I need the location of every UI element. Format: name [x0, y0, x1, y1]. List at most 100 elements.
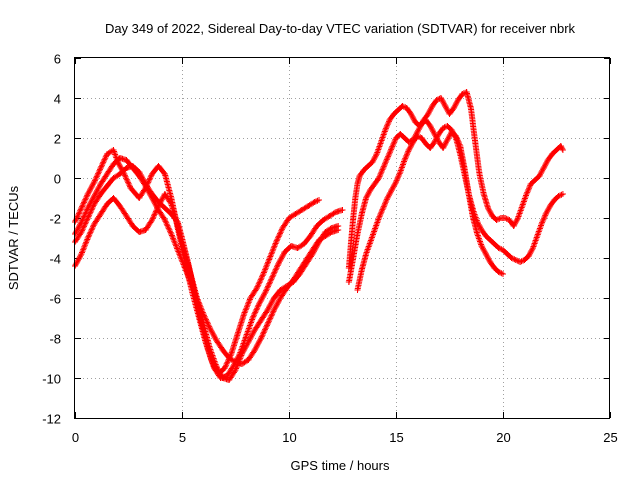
- data-point: [517, 259, 524, 265]
- data-point: [448, 127, 455, 133]
- data-point: [508, 255, 515, 261]
- data-point: [536, 173, 543, 179]
- data-point: [273, 239, 280, 245]
- data-point: [500, 247, 506, 253]
- data-point: [213, 363, 220, 369]
- data-point: [412, 119, 419, 125]
- data-point: [427, 123, 434, 129]
- data-point: [480, 191, 487, 197]
- y-tick-label: 2: [54, 132, 61, 147]
- y-tick-label: -10: [42, 372, 61, 387]
- data-point: [350, 255, 357, 261]
- data-point: [339, 207, 346, 213]
- data-point: [553, 147, 560, 153]
- data-point: [226, 377, 233, 383]
- data-point: [110, 147, 117, 153]
- data-point: [345, 279, 352, 285]
- data-point: [414, 133, 421, 139]
- data-point: [452, 135, 459, 141]
- data-point: [399, 103, 406, 109]
- data-point: [226, 355, 233, 361]
- data-point: [194, 295, 200, 301]
- data-point: [288, 243, 295, 249]
- data-point: [356, 173, 363, 179]
- data-point: [482, 233, 489, 239]
- data-point: [487, 259, 494, 265]
- data-point: [78, 229, 85, 235]
- data-point: [463, 89, 470, 95]
- data-point: [91, 221, 98, 227]
- data-point: [506, 217, 513, 223]
- data-point: [352, 195, 359, 201]
- data-point: [390, 111, 397, 117]
- data-point: [457, 151, 464, 157]
- data-point: [459, 91, 466, 97]
- data-point: [238, 361, 245, 367]
- data-point: [326, 213, 333, 219]
- data-point: [444, 137, 451, 143]
- x-tick-label: 0: [72, 430, 79, 445]
- data-point: [384, 155, 391, 161]
- y-tick-label: -12: [42, 412, 61, 427]
- data-point: [354, 181, 361, 187]
- data-point: [123, 157, 130, 163]
- data-point: [232, 359, 239, 365]
- data-point: [110, 175, 117, 181]
- data-point: [123, 213, 130, 219]
- data-point: [232, 367, 239, 373]
- data-point: [495, 269, 502, 275]
- data-point: [380, 165, 387, 171]
- data-point: [555, 193, 562, 199]
- data-point: [268, 275, 275, 281]
- data-point: [487, 237, 494, 243]
- axis-ticks: [75, 58, 611, 419]
- data-point: [174, 223, 181, 229]
- data-point: [408, 111, 414, 117]
- data-point: [437, 95, 444, 101]
- data-point: [367, 187, 374, 193]
- data-point: [116, 171, 123, 177]
- data-point: [174, 247, 181, 253]
- data-point: [149, 195, 155, 201]
- data-point: [375, 175, 382, 181]
- data-point: [181, 263, 188, 269]
- data-point: [542, 211, 549, 217]
- x-tick-label: 20: [496, 430, 510, 445]
- plot-frame: [74, 57, 610, 419]
- data-point: [500, 271, 506, 277]
- data-point: [418, 121, 425, 127]
- data-point: [161, 217, 168, 223]
- data-point: [155, 163, 162, 169]
- data-point: [301, 241, 307, 247]
- data-point: [371, 227, 378, 233]
- data-point: [206, 325, 213, 331]
- data-point: [313, 223, 320, 229]
- data-point: [431, 139, 438, 145]
- data-point: [371, 181, 378, 187]
- data-point: [275, 261, 282, 267]
- data-point: [429, 103, 436, 109]
- data-point: [78, 251, 85, 257]
- data-point: [320, 217, 327, 223]
- data-point: [557, 143, 564, 149]
- data-point: [363, 251, 369, 257]
- series-track-g: [354, 123, 566, 293]
- data-point: [168, 201, 175, 207]
- data-point: [116, 203, 123, 209]
- data-point: [474, 219, 481, 225]
- data-point: [258, 335, 265, 341]
- data-point: [91, 193, 98, 199]
- data-point: [418, 135, 425, 141]
- data-point: [316, 237, 322, 243]
- data-point: [388, 145, 395, 151]
- data-point: [136, 173, 143, 179]
- data-point: [423, 117, 429, 123]
- data-point: [333, 209, 340, 215]
- data-point: [245, 339, 252, 345]
- data-point: [290, 277, 297, 283]
- data-point: [129, 165, 136, 171]
- data-point: [384, 195, 391, 201]
- data-point: [328, 229, 335, 235]
- data-point: [283, 285, 290, 291]
- data-point: [534, 233, 541, 239]
